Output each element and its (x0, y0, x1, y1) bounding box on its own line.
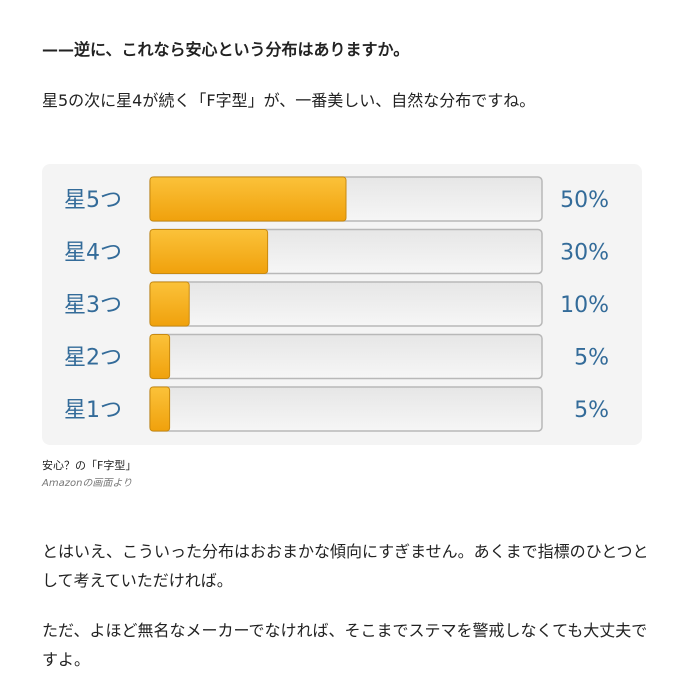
bar-row: 星3つ 10% (64, 281, 609, 327)
value-label: 5% (574, 346, 609, 371)
section-heading: ——逆に、これなら安心という分布はありますか。 (42, 40, 410, 59)
rating-chart-svg: 星5つ 50% 星4つ 30% 星3つ 10% 星2つ 5% 星1つ 5% (64, 176, 609, 432)
category-label: 星1つ (64, 398, 122, 423)
figure-caption: 安心？の「F字型」 (42, 459, 137, 472)
value-label: 30% (560, 241, 609, 266)
category-label: 星3つ (64, 293, 122, 318)
bar (149, 229, 269, 274)
bar-row: 星2つ 5% (64, 333, 609, 380)
value-label: 5% (574, 398, 609, 423)
value-label: 10% (560, 293, 609, 318)
bar-track (149, 333, 543, 380)
body-paragraph-2: ただ、よほど無名なメーカーでなければ、そこまでステマを警戒しなくても大丈夫ですよ… (42, 621, 648, 669)
bar (149, 334, 171, 379)
figure-source: Amazonの画面より (42, 478, 133, 489)
value-label: 50% (560, 188, 609, 213)
bar (149, 281, 190, 327)
bar-row: 星1つ 5% (64, 386, 609, 432)
bar-track (149, 281, 543, 327)
bar-row: 星4つ 30% (64, 228, 609, 275)
category-label: 星4つ (64, 241, 122, 266)
intro-paragraph: 星5の次に星4が続く「F字型」が、一番美しい、自然な分布ですね。 (42, 91, 536, 110)
category-label: 星5つ (64, 188, 122, 213)
category-label: 星2つ (64, 346, 122, 371)
rating-distribution-chart: 星5つ 50% 星4つ 30% 星3つ 10% 星2つ 5% 星1つ 5% (42, 164, 642, 445)
body-paragraph-1: とはいえ、こういった分布はおおまかな傾向にすぎません。あくまで指標のひとつとして… (42, 542, 649, 590)
bar-track (149, 386, 543, 432)
bar (149, 176, 347, 222)
bar-row: 星5つ 50% (64, 176, 609, 222)
bar (149, 386, 171, 432)
